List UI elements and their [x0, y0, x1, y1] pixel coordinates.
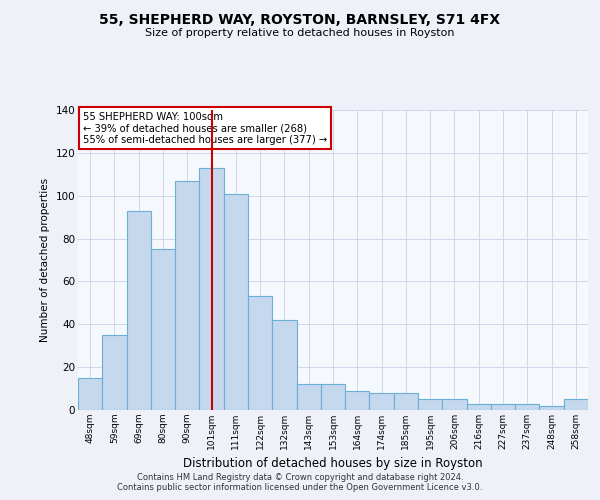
Bar [151, 250, 175, 410]
Bar [539, 406, 564, 410]
Bar [272, 320, 296, 410]
Bar [467, 404, 491, 410]
Bar [564, 400, 588, 410]
Bar [321, 384, 345, 410]
Y-axis label: Number of detached properties: Number of detached properties [40, 178, 50, 342]
Bar [224, 194, 248, 410]
Bar [127, 210, 151, 410]
Bar [370, 393, 394, 410]
Bar [199, 168, 224, 410]
Text: Contains HM Land Registry data © Crown copyright and database right 2024.: Contains HM Land Registry data © Crown c… [137, 472, 463, 482]
Bar [248, 296, 272, 410]
X-axis label: Distribution of detached houses by size in Royston: Distribution of detached houses by size … [183, 458, 483, 470]
Bar [296, 384, 321, 410]
Bar [175, 180, 199, 410]
Text: 55, SHEPHERD WAY, ROYSTON, BARNSLEY, S71 4FX: 55, SHEPHERD WAY, ROYSTON, BARNSLEY, S71… [100, 12, 500, 26]
Text: Contains public sector information licensed under the Open Government Licence v3: Contains public sector information licen… [118, 484, 482, 492]
Bar [418, 400, 442, 410]
Bar [394, 393, 418, 410]
Bar [102, 335, 127, 410]
Bar [515, 404, 539, 410]
Bar [78, 378, 102, 410]
Text: Size of property relative to detached houses in Royston: Size of property relative to detached ho… [145, 28, 455, 38]
Text: 55 SHEPHERD WAY: 100sqm
← 39% of detached houses are smaller (268)
55% of semi-d: 55 SHEPHERD WAY: 100sqm ← 39% of detache… [83, 112, 328, 144]
Bar [442, 400, 467, 410]
Bar [345, 390, 370, 410]
Bar [491, 404, 515, 410]
